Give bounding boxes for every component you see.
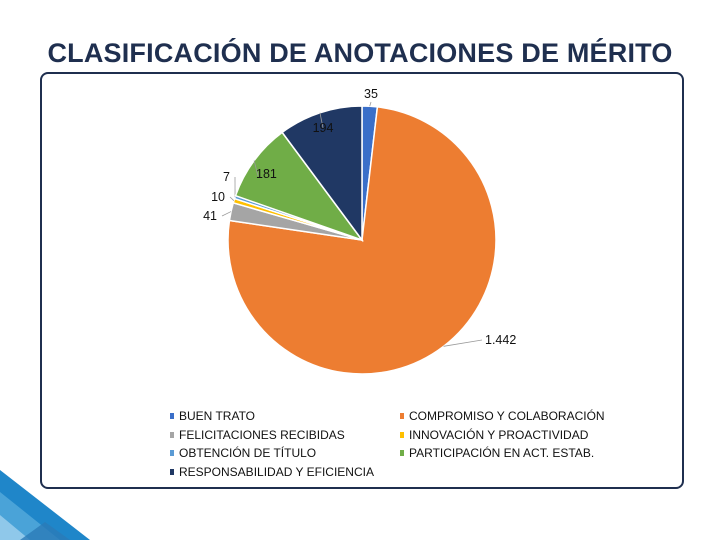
legend-label: FELICITACIONES RECIBIDAS [179, 427, 345, 442]
leader-line [319, 112, 324, 129]
data-label: 181 [256, 167, 277, 181]
legend-item-innovacion: INNOVACIÓN Y PROACTIVIDAD [400, 426, 605, 445]
legend-left: BUEN TRATO FELICITACIONES RECIBIDAS OBTE… [170, 407, 374, 481]
data-label: 194 [313, 121, 334, 135]
leader-line [253, 160, 259, 177]
data-label: 41 [203, 209, 217, 223]
legend-swatch [170, 431, 174, 438]
legend-item-felicitaciones: FELICITACIONES RECIBIDAS [170, 426, 374, 445]
legend-label: BUEN TRATO [179, 409, 256, 424]
leader-line [369, 101, 372, 107]
legend-label: INNOVACIÓN Y PROACTIVIDAD [409, 427, 589, 442]
legend-label: COMPROMISO Y COLABORACIÓN [409, 409, 605, 424]
legend-swatch [170, 468, 174, 475]
leader-line [229, 196, 235, 201]
data-label: 1.442 [485, 333, 516, 347]
legend-label: RESPONSABILIDAD Y EFICIENCIA [179, 464, 374, 479]
legend-item-obtencion: OBTENCIÓN DE TÍTULO [170, 444, 374, 463]
legend-swatch [170, 450, 174, 457]
legend-item-participacion: PARTICIPACIÓN EN ACT. ESTAB. [400, 444, 605, 463]
legend-label: OBTENCIÓN DE TÍTULO [179, 446, 317, 461]
leader-line [221, 211, 232, 217]
legend-item-buen-trato: BUEN TRATO [170, 407, 374, 426]
chart-title: CLASIFICACIÓN DE ANOTACIONES DE MÉRITO [47, 38, 673, 68]
legend-swatch [400, 450, 404, 457]
legend-swatch [400, 431, 404, 438]
legend-right: COMPROMISO Y COLABORACIÓN INNOVACIÓN Y P… [400, 407, 605, 463]
legend-item-compromiso: COMPROMISO Y COLABORACIÓN [400, 407, 605, 426]
legend-label: PARTICIPACIÓN EN ACT. ESTAB. [409, 446, 595, 461]
corner-decoration [0, 470, 90, 540]
legend-swatch [170, 413, 174, 420]
data-label: 7 [223, 170, 230, 184]
legend-item-responsabilidad: RESPONSABILIDAD Y EFICIENCIA [170, 463, 374, 482]
data-label: 10 [211, 190, 225, 204]
leader-line [443, 339, 483, 347]
data-label: 35 [364, 87, 378, 101]
legend-swatch [400, 413, 404, 420]
